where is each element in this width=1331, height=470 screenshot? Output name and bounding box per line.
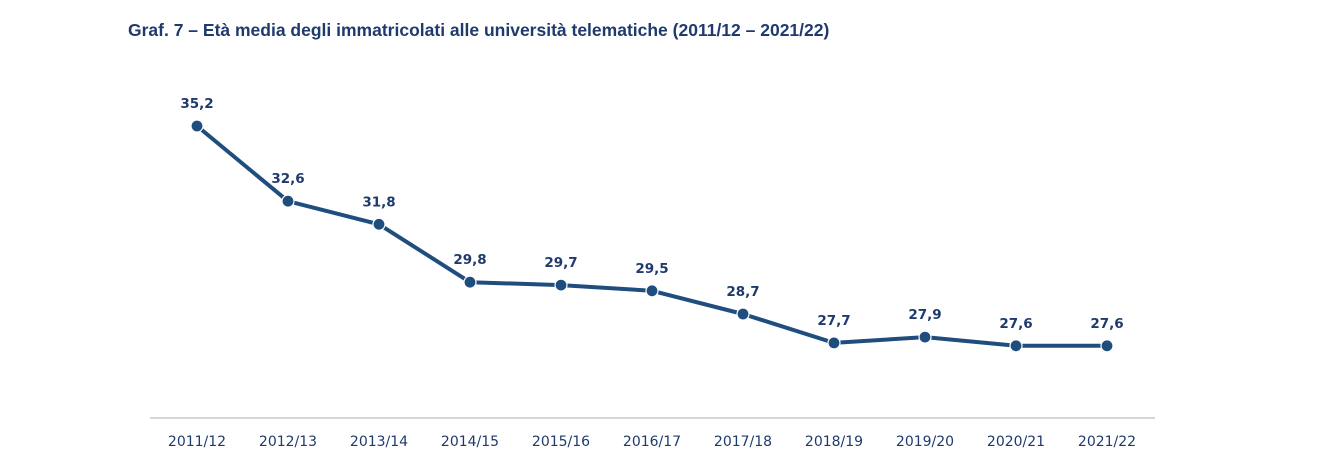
data-point xyxy=(1100,339,1114,353)
data-label: 27,6 xyxy=(1090,316,1123,332)
data-point xyxy=(281,194,295,208)
data-point xyxy=(554,278,568,292)
x-tick-label: 2013/14 xyxy=(350,434,408,450)
data-point xyxy=(736,307,750,321)
data-point xyxy=(190,119,204,133)
data-points-group xyxy=(190,119,1114,353)
x-tick-label: 2014/15 xyxy=(441,434,499,450)
data-point xyxy=(645,284,659,298)
data-label: 35,2 xyxy=(180,96,213,112)
data-label: 29,5 xyxy=(635,261,668,277)
series-line xyxy=(195,124,1107,348)
data-label: 29,7 xyxy=(544,255,577,271)
x-tick-label: 2012/13 xyxy=(259,434,317,450)
chart-title: Graf. 7 – Età media degli immatricolati … xyxy=(128,20,830,40)
data-point xyxy=(827,336,841,350)
x-tick-label: 2015/16 xyxy=(532,434,590,450)
x-tick-label: 2019/20 xyxy=(896,434,954,450)
data-point xyxy=(372,217,386,231)
x-tick-labels-group: 2011/12 2012/13 2013/14 2014/15 2015/16 2016/… xyxy=(168,434,1136,450)
data-point xyxy=(1009,339,1023,353)
data-point xyxy=(463,275,477,289)
data-labels-group: 35,2 32,6 31,8 29,8 29,7 29,5 28,7 27,7 27,9 27,6… xyxy=(180,96,1123,332)
data-point xyxy=(918,330,932,344)
x-tick-label: 2011/12 xyxy=(168,434,226,450)
x-tick-label: 2018/19 xyxy=(805,434,863,450)
x-tick-label: 2021/22 xyxy=(1078,434,1136,450)
data-label: 32,6 xyxy=(271,171,304,187)
series-line-group xyxy=(195,124,1107,348)
data-label: 28,7 xyxy=(726,284,759,300)
data-label: 27,6 xyxy=(999,316,1032,332)
x-tick-label: 2017/18 xyxy=(714,434,772,450)
x-tick-label: 2016/17 xyxy=(623,434,681,450)
data-label: 27,9 xyxy=(908,307,941,323)
data-label: 29,8 xyxy=(453,252,486,268)
data-label: 27,7 xyxy=(817,313,850,329)
x-tick-label: 2020/21 xyxy=(987,434,1045,450)
data-label: 31,8 xyxy=(362,194,395,210)
